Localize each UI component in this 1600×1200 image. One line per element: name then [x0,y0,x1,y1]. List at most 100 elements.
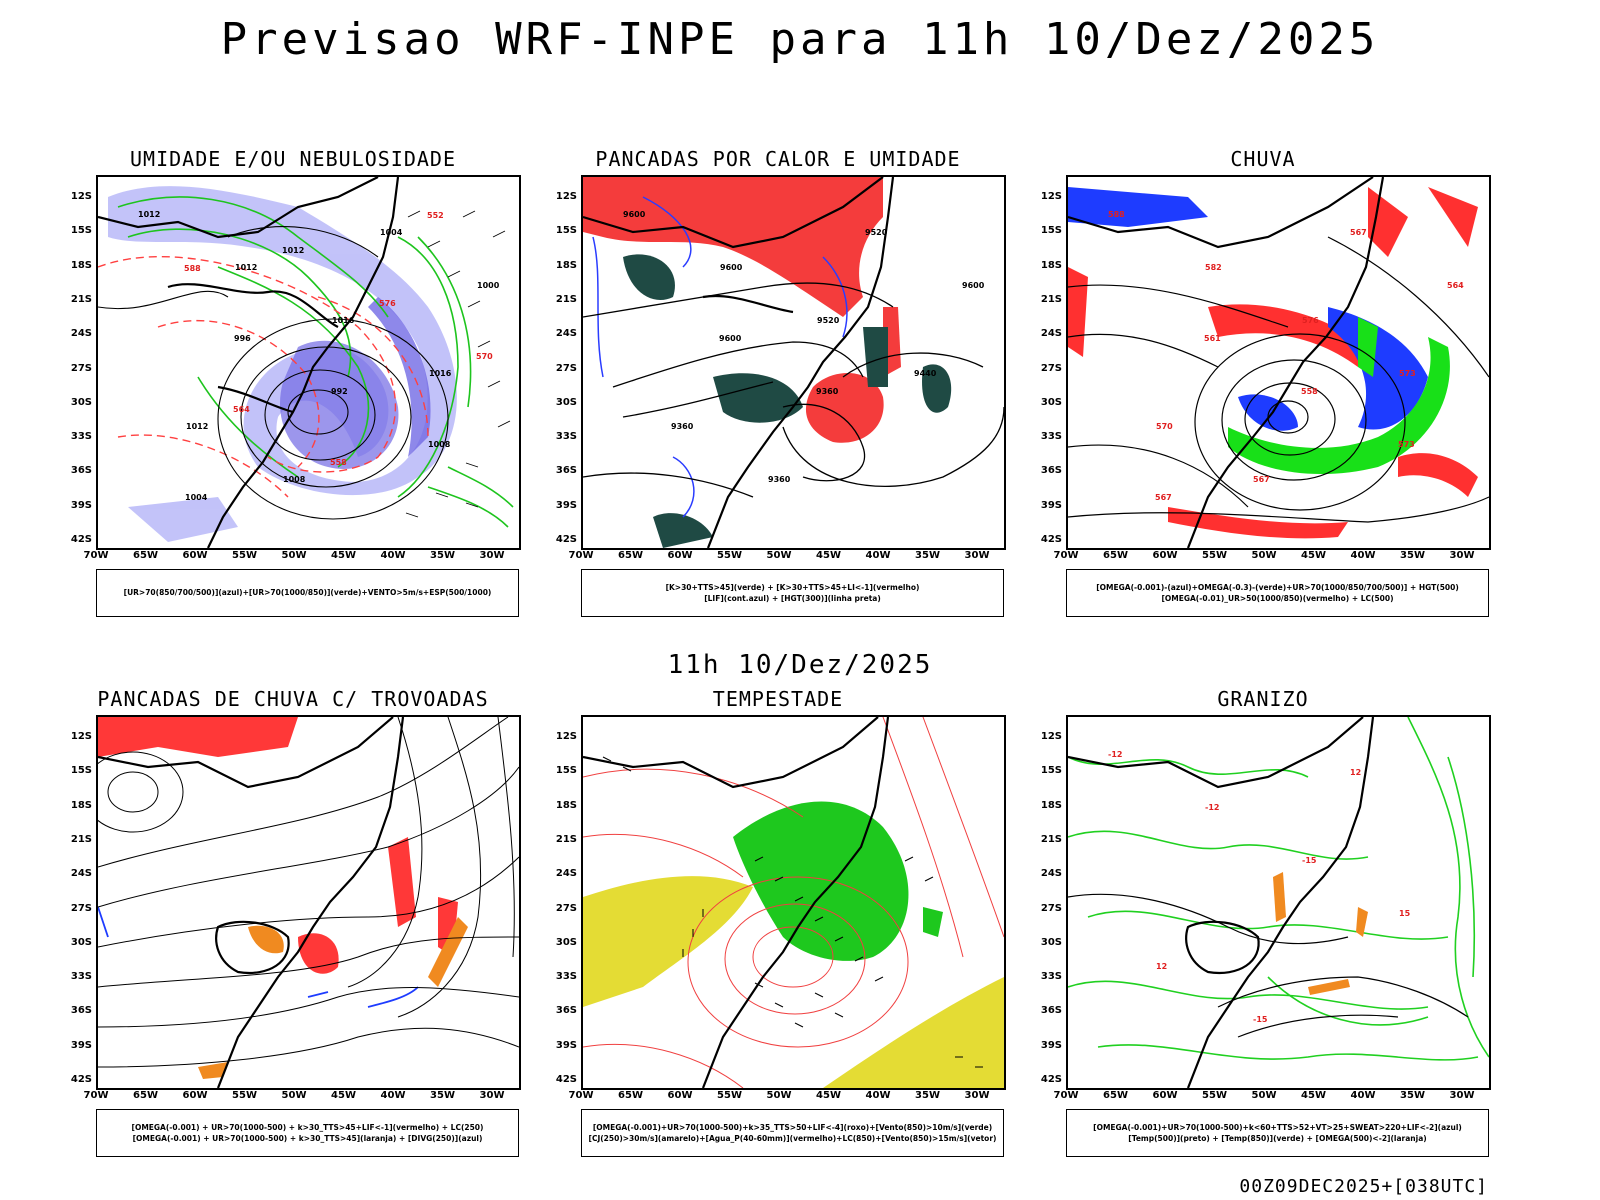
lon-tick-label: 40W [1350,1090,1376,1101]
contour-label: 576 [379,299,396,308]
lat-tick-label: 18S [70,799,92,811]
legend-line: [OMEGA(-0.01)_UR>50(1000/850)(vermelho) … [1161,594,1394,603]
contour-label: 558 [330,458,347,467]
lat-tick-label: 24S [1040,868,1062,880]
orange-omega-fill [1273,872,1368,995]
panel-tempestade: TEMPESTADE [533,687,1023,1157]
contour-label: 588 [1108,210,1125,219]
map-granizo: -12 -12 -15 15 12 -15 12 [1066,715,1491,1090]
lat-tick-label: 18S [555,259,577,271]
contour-label: 567 [1350,228,1367,237]
lon-tick-label: 70W [1053,1090,1079,1101]
legend-line: [K>30+TTS>45](verde) + [K>30+TTS>45+LI<-… [665,582,920,592]
lon-tick-label: 35W [915,1090,940,1101]
lat-tick-label: 36S [1040,465,1062,477]
contour-label: 9520 [817,316,840,325]
contour-label: 9600 [720,263,743,272]
contour-label: 570 [1156,422,1173,431]
lon-tick-label: 50W [1251,550,1277,561]
page-title: Previsao WRF-INPE para 11h 10/Dez/2025 [220,14,1380,65]
lat-tick-label: 18S [555,799,577,811]
lat-tick-label: 39S [70,499,92,511]
map-umidade: 1012 1012 1016 1016 1012 1008 1004 1000 996 992 10… [96,175,521,550]
legend-line: [OMEGA(-0.001)+UR>70(1000-500)+k>35_TTS>… [592,1122,993,1132]
lon-tick-label: 65W [133,550,158,561]
blue-humidity-fill [108,186,457,542]
map-layer: 588 582 576 573 570 567 567 564 561 558 573 567 [1068,177,1489,548]
lon-tick-label: 45W [816,550,841,561]
legend-line: [CJ(250)>30m/s](amarelo)+[Agua_P(40-60mm… [588,1134,997,1143]
lat-tick-label: 15S [70,225,92,237]
legend-line: [OMEGA(-0.001)-(azul)+OMEGA(-0.3)-(verde… [1096,582,1459,592]
lon-tick-label: 50W [281,550,307,561]
contour-label: 996 [234,334,251,343]
lat-tick-label: 24S [1040,328,1062,340]
lat-tick-label: 36S [555,1005,577,1017]
lat-tick-label: 30S [1040,936,1062,948]
legend-line: [LIF](cont.azul) + [HGT(300)](linha pret… [704,594,881,603]
map-layer [98,717,519,1088]
contour-label: 1012 [235,263,257,272]
lat-tick-label: 21S [70,293,92,305]
coastline-borders [583,177,895,548]
lat-tick-label: 42S [1040,534,1062,545]
contour-label: 12 [1350,768,1361,777]
contour-label: 588 [184,264,201,273]
lon-tick-label: 55W [717,550,742,561]
lon-tick-label: 35W [1400,550,1425,561]
lat-tick-label: 36S [70,1005,92,1017]
lon-tick-label: 40W [380,1090,406,1101]
lon-tick-label: 65W [1103,550,1128,561]
lat-tick-label: 42S [70,534,92,545]
contour-label: 564 [1447,281,1464,290]
coastline-borders [1068,177,1385,548]
contour-label: 552 [427,211,444,220]
red-thickness-contours [98,256,429,498]
lon-tick-label: 60W [667,550,693,561]
lon-tick-label: 70W [83,1090,109,1101]
lat-tick-label: 15S [555,225,577,237]
lon-tick-label: 70W [568,550,594,561]
contour-label: 573 [1399,369,1416,378]
lat-tick-label: 21S [1040,293,1062,305]
lat-tick-label: 12S [1040,731,1062,742]
lon-tick-label: 35W [430,550,455,561]
contour-label: 9360 [816,387,839,396]
contour-label: 564 [233,405,250,414]
map-trovoadas [96,715,521,1090]
dark-green-fill [623,254,952,548]
lat-tick-label: 12S [70,191,92,202]
panel-umidade: UMIDADE E/OU NEBULOSIDADE [48,147,538,617]
lon-tick-label: 40W [865,1090,891,1101]
lon-tick-label: 55W [232,550,257,561]
run-footer: 00Z09DEC2025+[038UTC] [1239,1176,1488,1197]
lat-tick-label: 27S [70,362,92,374]
streamlines [98,717,519,1068]
map-layer: -12 -12 -15 15 12 -15 12 [1068,717,1489,1088]
contour-label: 1012 [138,210,160,219]
contour-label: 9440 [914,369,937,378]
lat-tick-label: 42S [555,1074,577,1085]
blue-lif-contours [592,196,848,518]
map-tempestade [581,715,1006,1090]
lat-tick-label: 24S [555,328,577,340]
wind-arrows [405,210,511,518]
lat-tick-label: 18S [70,259,92,271]
lon-tick-label: 55W [1202,550,1227,561]
lat-tick-label: 27S [555,902,577,914]
green-humidity-contours [117,196,514,528]
panel-title: CHUVA [1230,147,1296,171]
green-rain-fill [1228,317,1450,475]
lat-tick-label: 21S [555,293,577,305]
contour-label: 561 [1204,334,1221,343]
lon-tick-label: 35W [430,1090,455,1101]
contour-label: -15 [1302,856,1317,865]
lat-tick-label: 33S [1040,971,1062,983]
contour-label: 1016 [332,316,355,325]
lat-tick-label: 24S [70,328,92,340]
contour-label: 576 [1302,316,1319,325]
lon-tick-label: 60W [1152,1090,1178,1101]
contour-label: 15 [1399,909,1411,918]
contour-label: 567 [1155,493,1172,502]
panel-title: GRANIZO [1217,687,1309,711]
